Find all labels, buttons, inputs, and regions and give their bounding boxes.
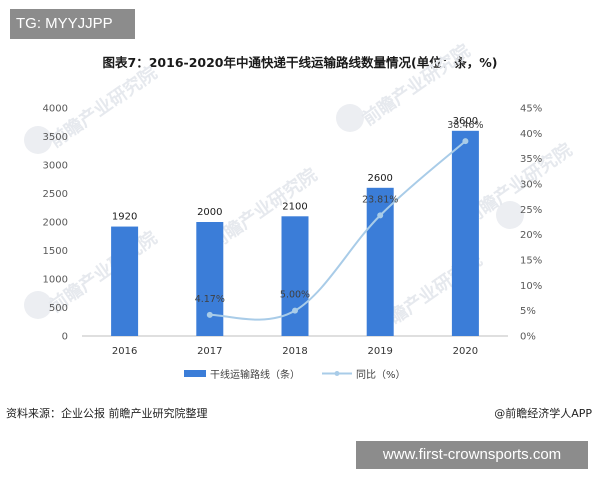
bar-value-label: 3600: [453, 116, 478, 127]
bar: [451, 130, 479, 336]
y2-tick-label: 10%: [520, 281, 542, 292]
legend-bar-label: 干线运输路线（条）: [210, 368, 300, 381]
y2-tick-label: 45%: [520, 104, 542, 115]
y2-tick-label: 0%: [520, 332, 536, 343]
left-axis-ticks: 0 500 1000 1500 2000 2500 3000 3500 4000: [43, 104, 68, 343]
watermark-logo-mark: [496, 201, 524, 229]
line-value-label: 38.46%: [447, 120, 483, 131]
bar: [196, 222, 224, 336]
legend: 干线运输路线（条） 同比（%）: [184, 368, 406, 381]
line-value-label: 5.00%: [280, 290, 310, 301]
y2-tick-label: 5%: [520, 306, 536, 317]
source-note: 资料来源：企业公报 前瞻产业研究院整理: [6, 407, 208, 420]
right-axis-ticks: 0% 5% 10% 15% 20% 25% 30% 35% 40% 45%: [520, 104, 542, 343]
y2-tick-label: 25%: [520, 205, 542, 216]
bar-value-label: 2600: [367, 173, 392, 184]
watermark-logo-mark: [24, 126, 52, 154]
y-tick-label: 0: [62, 332, 68, 343]
bar-series: [111, 130, 479, 336]
legend-line-marker: [334, 371, 340, 376]
bar: [366, 187, 394, 336]
bar-value-label: 2100: [282, 201, 307, 212]
line-value-label: 23.81%: [362, 194, 398, 205]
line-series: 4.17% 5.00% 23.81% 38.46%: [195, 120, 484, 321]
y-tick-label: 2000: [43, 218, 68, 229]
bar: [111, 226, 139, 336]
y-tick-label: 4000: [43, 104, 68, 115]
legend-line-label: 同比（%）: [356, 369, 406, 381]
legend-bar-swatch: [184, 370, 206, 377]
category-labels: 2016 2017 2018 2019 2020: [112, 346, 478, 357]
chart-title: 图表7：2016-2020年中通快递干线运输路线数量情况(单位：条，%): [102, 55, 498, 70]
watermark-tag: TG: MYYJJPP: [10, 9, 135, 39]
y-tick-label: 2500: [43, 189, 68, 200]
x-category-label: 2017: [197, 346, 222, 357]
line-point: [206, 311, 213, 318]
bar: [281, 216, 309, 336]
y2-tick-label: 40%: [520, 129, 542, 140]
line-point: [292, 307, 298, 314]
watermark-logo-mark: [24, 291, 52, 319]
credit-note: @前瞻经济学人APP: [494, 407, 592, 420]
y-tick-label: 500: [49, 303, 68, 314]
bar-value-label: 2000: [197, 207, 222, 218]
chart: 前瞻产业研究院 前瞻产业研究院 前瞻产业研究院 前瞻产业研究院 前瞻产业研究院 …: [24, 40, 576, 381]
line-point: [377, 212, 384, 219]
y2-tick-label: 15%: [520, 256, 542, 267]
y2-tick-label: 30%: [520, 180, 542, 191]
y2-tick-label: 35%: [520, 154, 542, 165]
y2-tick-label: 20%: [520, 230, 542, 241]
y-tick-label: 3500: [43, 132, 68, 143]
y-tick-label: 1000: [43, 275, 68, 286]
y-tick-label: 1500: [43, 246, 68, 257]
url-badge: www.first-crownsports.com: [356, 441, 588, 469]
x-category-label: 2019: [367, 346, 392, 357]
bar-value-label: 1920: [112, 212, 137, 223]
growth-line: [209, 140, 467, 321]
line-point: [462, 138, 469, 145]
line-value-label: 4.17%: [195, 294, 225, 305]
x-category-label: 2016: [112, 346, 137, 357]
bar-data-labels: 1920 2000 2100 2600 3600: [112, 116, 478, 223]
x-category-label: 2018: [282, 346, 307, 357]
x-category-label: 2020: [453, 346, 478, 357]
watermark-logo-mark: [336, 104, 364, 132]
y-tick-label: 3000: [43, 161, 68, 172]
